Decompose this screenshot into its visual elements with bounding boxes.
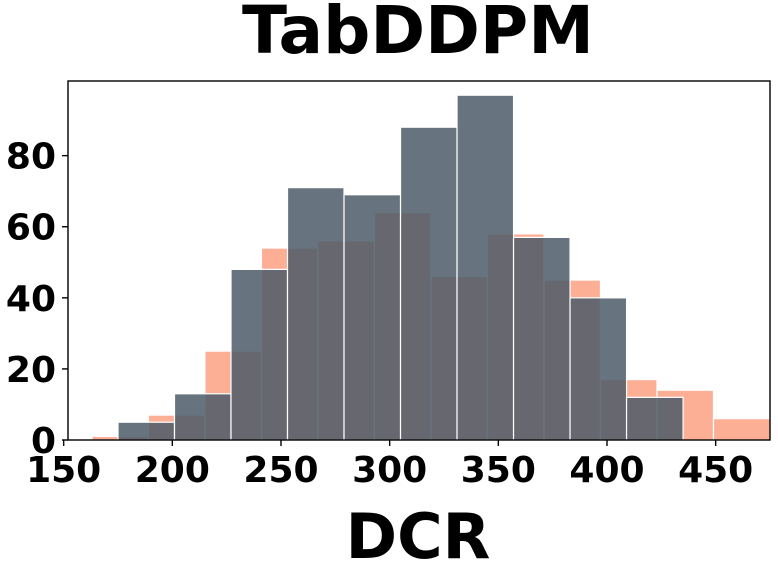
histogram-bar-s1-4 xyxy=(343,194,402,441)
histogram-bar-s1-3 xyxy=(286,187,345,441)
x-tick-label: 200 xyxy=(135,450,210,491)
histogram-bar-s1-9 xyxy=(625,396,684,441)
x-tick-label: 300 xyxy=(352,450,427,491)
y-tick-label: 40 xyxy=(6,279,56,320)
x-tick-label: 450 xyxy=(678,450,753,491)
histogram-bar-s0-11 xyxy=(712,418,771,441)
x-tick-label: 350 xyxy=(461,450,536,491)
histogram-bar-s1-2 xyxy=(230,268,289,441)
chart-title: TabDDPM xyxy=(242,0,594,69)
ticks-layer: 150 200 250 300 350 400 450 0 20 40 60 80 xyxy=(6,137,753,491)
histogram-bar-s1-5 xyxy=(399,126,458,441)
y-tick-label: 0 xyxy=(31,421,56,462)
x-tick-label: 250 xyxy=(243,450,318,491)
bars-layer xyxy=(91,94,771,441)
histogram-bar-s1-1 xyxy=(173,393,232,441)
x-tick-label: 400 xyxy=(569,450,644,491)
y-tick-label: 20 xyxy=(6,350,56,391)
histogram-bar-s1-8 xyxy=(569,297,628,441)
y-tick-label: 60 xyxy=(6,208,56,249)
histogram-bar-s1-7 xyxy=(512,236,571,441)
x-tick-label: 150 xyxy=(26,450,101,491)
plot-frame xyxy=(67,80,771,441)
y-tick-label: 80 xyxy=(6,137,56,178)
x-axis-label: DCR xyxy=(346,500,491,568)
histogram-bar-s1-0 xyxy=(117,421,176,441)
histogram-bar-s1-6 xyxy=(456,94,515,441)
series-1 xyxy=(117,94,684,441)
